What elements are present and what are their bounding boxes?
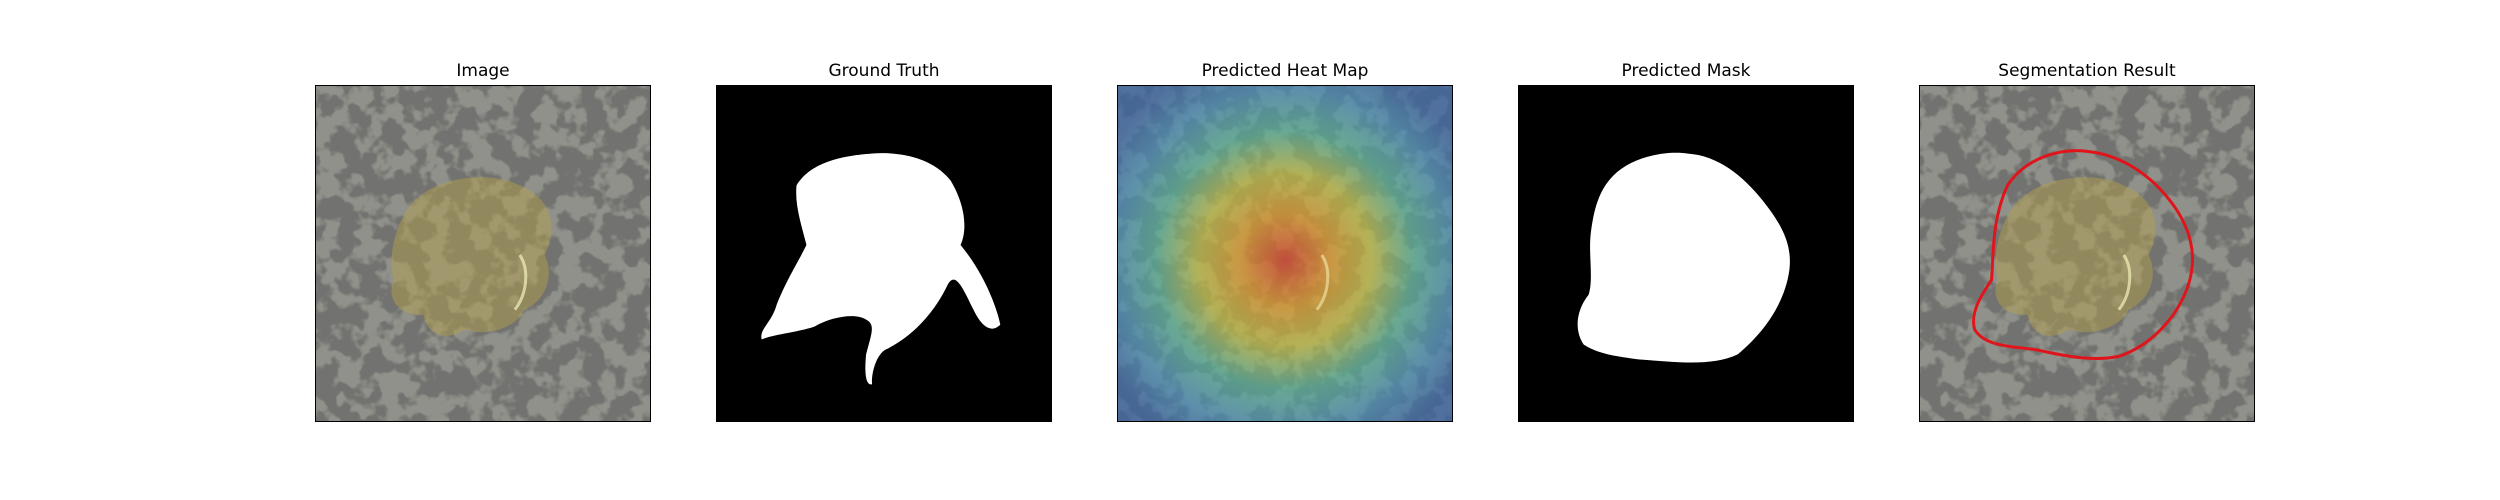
panel-segmentation-result: Segmentation Result <box>1919 0 2255 500</box>
panel-ground-truth: Ground Truth <box>716 0 1052 500</box>
panel-title: Predicted Heat Map <box>1201 61 1369 81</box>
camouflage-image <box>316 86 650 421</box>
panel-title: Ground Truth <box>828 61 940 81</box>
panel-heat-map: Predicted Heat Map <box>1117 0 1453 500</box>
segmentation-contour <box>1972 149 2194 360</box>
hidden-animal <box>391 177 552 336</box>
heat-map-frame <box>1117 85 1453 422</box>
panel-predicted-mask: Predicted Mask <box>1518 0 1854 500</box>
panel-title: Segmentation Result <box>1998 61 2176 81</box>
ground-truth-region <box>761 153 1001 385</box>
ground-truth-mask <box>717 86 1051 421</box>
ground-truth-frame <box>716 85 1052 422</box>
image-frame <box>315 85 651 422</box>
heat-overlay <box>1118 86 1452 421</box>
segmentation-frame <box>1919 85 2255 422</box>
panel-image: Image <box>315 0 651 500</box>
panel-title: Predicted Mask <box>1621 61 1751 81</box>
segmentation-image <box>1920 86 2254 421</box>
predicted-region <box>1577 152 1790 363</box>
heat-map-image <box>1118 86 1452 421</box>
animal-highlight <box>513 254 528 311</box>
panel-title: Image <box>456 61 510 81</box>
predicted-mask <box>1519 86 1853 421</box>
predicted-mask-frame <box>1518 85 1854 422</box>
